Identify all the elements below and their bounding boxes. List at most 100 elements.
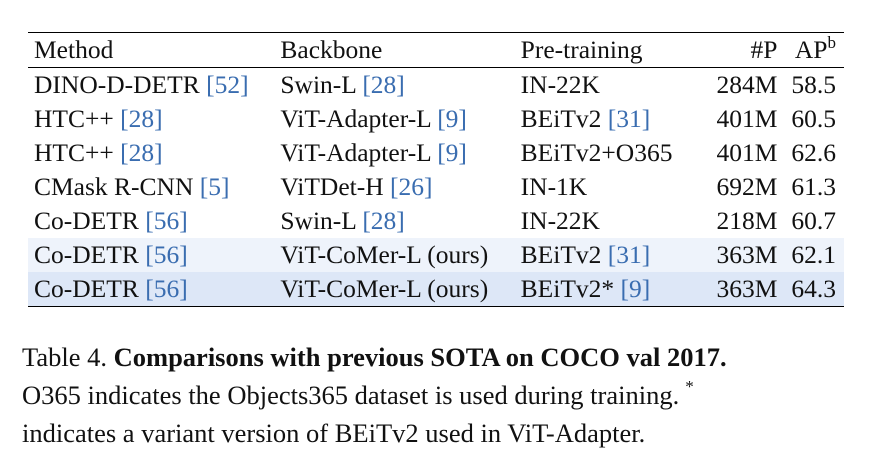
- citation-link[interactable]: [5]: [199, 172, 230, 201]
- table-row: Co-DETR [56] ViT-CoMer-L (ours) BEiTv2* [9…: [28, 272, 844, 307]
- cell-ap: 62.1: [785, 238, 844, 272]
- table-row: DINO-D-DETR [52] Swin-L [28] IN-22K 284M 58.…: [28, 68, 844, 103]
- cell-backbone: ViT-CoMer-L (ours): [274, 238, 514, 272]
- citation-link[interactable]: [9]: [620, 274, 651, 303]
- table-body: DINO-D-DETR [52] Swin-L [28] IN-22K 284M 58.…: [28, 68, 844, 307]
- header-backbone: Backbone: [280, 35, 383, 64]
- table-row: Co-DETR [56] Swin-L [28] IN-22K 218M 60.7: [28, 204, 844, 238]
- citation-link[interactable]: [52]: [206, 70, 249, 99]
- params-value: 401M: [716, 104, 778, 133]
- cell-ap: 60.7: [785, 204, 844, 238]
- params-value: 218M: [716, 206, 778, 235]
- backbone-name: ViT-Adapter-L: [280, 138, 438, 167]
- backbone-name: Swin-L: [280, 206, 363, 235]
- cell-pretraining: IN-1K: [515, 170, 696, 204]
- cell-method: HTC++ [28]: [28, 136, 274, 170]
- caption-label: Table 4.: [22, 342, 114, 372]
- backbone-name: Swin-L: [280, 70, 363, 99]
- caption-line-1: Table 4. Comparisons with previous SOTA …: [22, 338, 852, 376]
- cell-backbone: Swin-L [28]: [274, 68, 514, 103]
- caption-line-3: indicates a variant version of BEiTv2 us…: [22, 418, 646, 448]
- cell-method: Co-DETR [56]: [28, 238, 274, 272]
- params-value: 363M: [716, 274, 778, 303]
- method-name: HTC++: [34, 104, 121, 133]
- cell-pretraining: BEiTv2+O365: [515, 136, 696, 170]
- citation-link[interactable]: [31]: [607, 104, 651, 133]
- header-pretraining: Pre-training: [520, 35, 643, 64]
- citation-link[interactable]: [28]: [120, 104, 163, 133]
- header-ap: APb: [785, 33, 844, 68]
- method-name: HTC++: [34, 138, 121, 167]
- backbone-name: ViTDet-H: [280, 172, 391, 201]
- citation-link[interactable]: [28]: [362, 206, 405, 235]
- citation-link[interactable]: [56]: [145, 240, 188, 269]
- citation-link[interactable]: [9]: [437, 138, 467, 167]
- ap-value: 60.7: [791, 206, 836, 235]
- citation-link[interactable]: [9]: [437, 104, 467, 133]
- params-value: 363M: [716, 240, 778, 269]
- table-row: Co-DETR [56] ViT-CoMer-L (ours) BEiTv2 [31…: [28, 238, 844, 272]
- ap-value: 62.6: [791, 138, 836, 167]
- cell-ap: 58.5: [785, 68, 844, 103]
- table-row: HTC++ [28] ViT-Adapter-L [9] BEiTv2+O365 40…: [28, 136, 844, 170]
- ap-value: 58.5: [791, 70, 836, 99]
- params-value: 284M: [716, 70, 778, 99]
- cell-pretraining: IN-22K: [515, 204, 696, 238]
- caption-title: Comparisons with previous SOTA on COCO v…: [113, 342, 727, 372]
- cell-ap: 60.5: [785, 102, 844, 136]
- backbone-name: ViT-CoMer-L (ours): [280, 274, 489, 303]
- cell-method: Co-DETR [56]: [28, 204, 274, 238]
- method-name: Co-DETR: [34, 274, 146, 303]
- pretraining-name: IN-1K: [520, 172, 588, 201]
- ap-value: 64.3: [791, 274, 836, 303]
- cell-method: CMask R-CNN [5]: [28, 170, 274, 204]
- cell-backbone: ViTDet-H [26]: [274, 170, 514, 204]
- cell-ap: 62.6: [785, 136, 844, 170]
- cell-params: 692M: [695, 170, 785, 204]
- table-row: CMask R-CNN [5] ViTDet-H [26] IN-1K 692M 61.…: [28, 170, 844, 204]
- header-ap-superscript: b: [827, 33, 837, 52]
- pretraining-name: BEiTv2+O365: [520, 138, 673, 167]
- caption-star: *: [685, 377, 694, 396]
- citation-link[interactable]: [56]: [145, 206, 188, 235]
- cell-backbone: ViT-Adapter-L [9]: [274, 136, 514, 170]
- pretraining-name: BEiTv2: [520, 240, 608, 269]
- table-header-row: Method Backbone Pre-training #P APb: [28, 32, 844, 68]
- cell-pretraining: BEiTv2 [31]: [515, 102, 696, 136]
- citation-link[interactable]: [28]: [120, 138, 163, 167]
- cell-ap: 64.3: [785, 272, 844, 307]
- citation-link[interactable]: [28]: [362, 70, 405, 99]
- cell-params: 401M: [695, 136, 785, 170]
- caption-line-2: O365 indicates the Objects365 dataset is…: [22, 376, 852, 414]
- results-table: Method Backbone Pre-training #P APb DINO…: [28, 32, 844, 307]
- cell-params: 401M: [695, 102, 785, 136]
- params-value: 401M: [716, 138, 778, 167]
- backbone-name: ViT-CoMer-L (ours): [280, 240, 489, 269]
- cell-params: 218M: [695, 204, 785, 238]
- cell-method: Co-DETR [56]: [28, 272, 274, 307]
- cell-backbone: Swin-L [28]: [274, 204, 514, 238]
- header-method: Method: [34, 35, 114, 64]
- cell-backbone: ViT-CoMer-L (ours): [274, 272, 514, 307]
- pretraining-name: BEiTv2: [520, 104, 608, 133]
- params-value: 692M: [716, 172, 778, 201]
- table-row: HTC++ [28] ViT-Adapter-L [9] BEiTv2 [31] 40…: [28, 102, 844, 136]
- caption-o365-note: O365 indicates the Objects365 dataset is…: [22, 380, 680, 410]
- pretraining-name: IN-22K: [520, 70, 600, 99]
- header-params: #P: [750, 35, 778, 64]
- method-name: Co-DETR: [34, 206, 146, 235]
- citation-link[interactable]: [56]: [145, 274, 188, 303]
- cell-params: 363M: [695, 272, 785, 307]
- backbone-name: ViT-Adapter-L: [280, 104, 438, 133]
- cell-pretraining: IN-22K: [515, 68, 696, 103]
- method-name: Co-DETR: [34, 240, 146, 269]
- cell-pretraining: BEiTv2 [31]: [515, 238, 696, 272]
- pretraining-name: BEiTv2*: [520, 274, 621, 303]
- table-caption: Table 4. Comparisons with previous SOTA …: [22, 338, 852, 452]
- cell-method: HTC++ [28]: [28, 102, 274, 136]
- citation-link[interactable]: [31]: [607, 240, 651, 269]
- cell-pretraining: BEiTv2* [9]: [515, 272, 696, 307]
- method-name: CMask R-CNN: [34, 172, 200, 201]
- method-name: DINO-D-DETR: [34, 70, 207, 99]
- citation-link[interactable]: [26]: [390, 172, 433, 201]
